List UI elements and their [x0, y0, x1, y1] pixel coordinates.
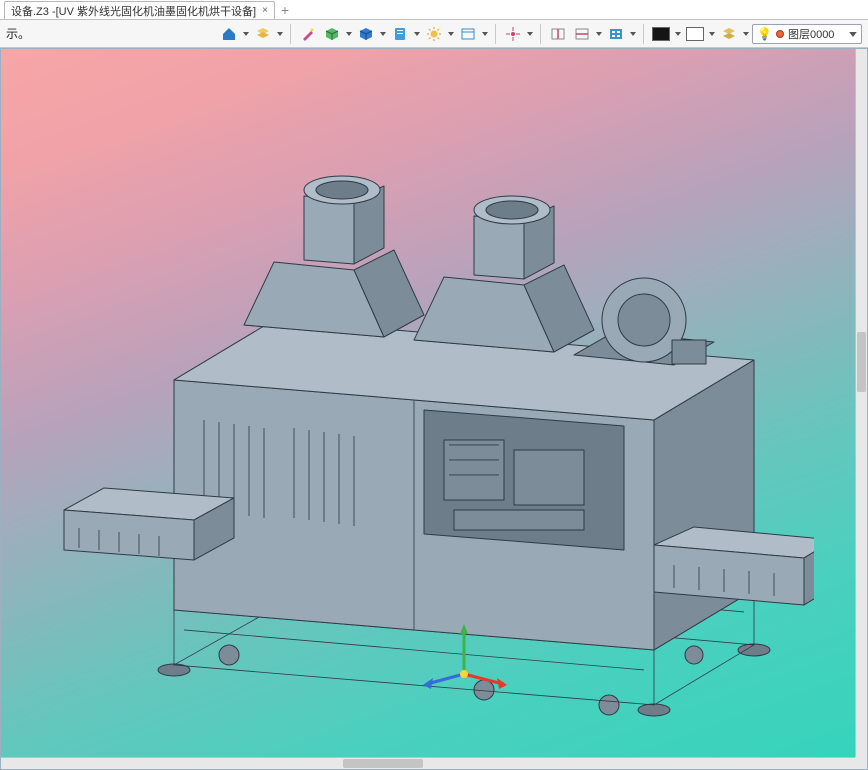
dropdown-icon[interactable] — [242, 32, 250, 36]
vsplit-icon — [550, 26, 566, 42]
tab-prefix: 设备.Z3 - — [11, 3, 56, 19]
dropdown-icon[interactable] — [629, 32, 637, 36]
cad-model: .f { fill:#9aa9b6; stroke:#2e3a46; strok… — [54, 110, 814, 733]
layers-icon — [255, 26, 271, 42]
dropdown-icon[interactable] — [742, 32, 750, 36]
dropdown-icon[interactable] — [674, 32, 682, 36]
wand-button[interactable] — [297, 23, 319, 45]
dropdown-icon[interactable] — [276, 32, 284, 36]
dropdown-icon[interactable] — [526, 32, 534, 36]
cube-green-icon — [324, 26, 340, 42]
dropdown-icon[interactable] — [481, 32, 489, 36]
separator — [643, 24, 644, 44]
target-button[interactable] — [502, 23, 524, 45]
dropdown-icon[interactable] — [345, 32, 353, 36]
close-icon[interactable]: × — [262, 5, 268, 16]
layer-active-icon — [776, 30, 784, 38]
dropdown-icon[interactable] — [595, 32, 603, 36]
separator — [495, 24, 496, 44]
linestyle-swatch[interactable] — [650, 23, 672, 45]
tab-bar: 设备.Z3 - [UV 紫外线光固化机油墨固化机烘干设备] × + — [0, 0, 868, 20]
horizontal-scrollbar[interactable] — [1, 757, 855, 769]
home-button[interactable] — [218, 23, 240, 45]
wand-icon — [300, 26, 316, 42]
layer-selector[interactable]: 💡 图层0000 — [752, 24, 862, 44]
separator — [540, 24, 541, 44]
window-icon — [460, 26, 476, 42]
layer-label: 图层0000 — [788, 26, 834, 42]
tab-title: [UV 紫外线光固化机油墨固化机烘干设备] — [56, 3, 256, 19]
sun-icon — [426, 26, 442, 42]
home-icon — [221, 26, 237, 42]
bulb-icon: 💡 — [757, 27, 772, 41]
hsplit-button[interactable] — [571, 23, 593, 45]
cube-blue-icon — [358, 26, 374, 42]
scroll-corner — [855, 757, 867, 769]
cube-blue-button[interactable] — [355, 23, 377, 45]
target-icon — [505, 26, 521, 42]
linestyle-swatch-color — [652, 27, 670, 41]
new-tab-button[interactable]: + — [277, 2, 293, 18]
sun-button[interactable] — [423, 23, 445, 45]
scroll-thumb[interactable] — [343, 759, 423, 768]
stack-icon — [721, 26, 737, 42]
scroll-thumb[interactable] — [857, 332, 866, 392]
separator — [290, 24, 291, 44]
chevron-down-icon — [849, 28, 857, 40]
cube-green-button[interactable] — [321, 23, 343, 45]
layers-button[interactable] — [252, 23, 274, 45]
hint-text: 示。 — [6, 25, 30, 42]
dropdown-icon[interactable] — [708, 32, 716, 36]
toolbar: 示。 — [0, 20, 868, 48]
dropdown-icon[interactable] — [379, 32, 387, 36]
window-button[interactable] — [457, 23, 479, 45]
color-swatch[interactable] — [684, 23, 706, 45]
palette-button[interactable] — [605, 23, 627, 45]
hsplit-icon — [574, 26, 590, 42]
document-tab[interactable]: 设备.Z3 - [UV 紫外线光固化机油墨固化机烘干设备] × — [4, 1, 275, 19]
color-swatch-color — [686, 27, 704, 41]
stack-button[interactable] — [718, 23, 740, 45]
dropdown-icon[interactable] — [413, 32, 421, 36]
sheet-button[interactable] — [389, 23, 411, 45]
3d-viewport[interactable]: .f { fill:#9aa9b6; stroke:#2e3a46; strok… — [0, 48, 868, 770]
palette-icon — [608, 26, 624, 42]
vsplit-button[interactable] — [547, 23, 569, 45]
sheet-icon — [392, 26, 408, 42]
dropdown-icon[interactable] — [447, 32, 455, 36]
vertical-scrollbar[interactable] — [855, 49, 867, 757]
